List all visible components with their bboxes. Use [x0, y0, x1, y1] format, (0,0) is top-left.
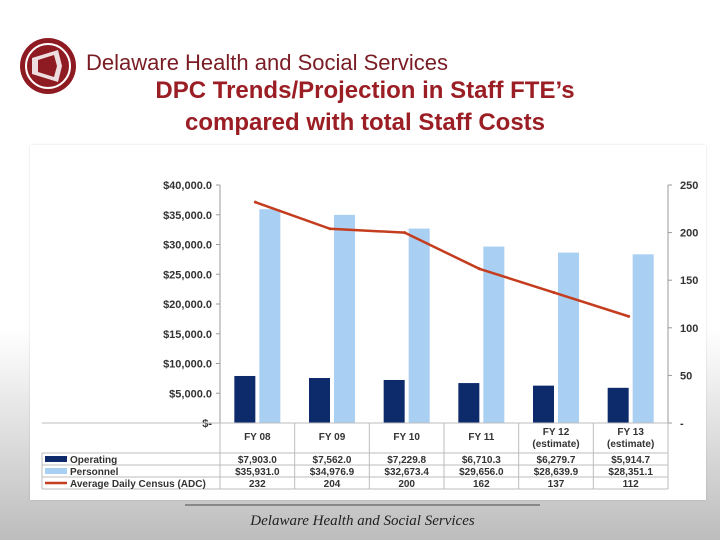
- x-category-label: FY 08: [244, 432, 271, 443]
- data-table-value: $28,351.1: [608, 467, 653, 478]
- point-adc: [552, 291, 556, 295]
- y-left-tick-label: $-: [202, 418, 212, 430]
- bar-operating: [607, 387, 629, 423]
- x-category-label: (estimate): [607, 439, 654, 450]
- x-category-label: FY 12: [543, 427, 570, 438]
- y-left-tick-label: $30,000.0: [163, 240, 212, 252]
- x-category-label: (estimate): [532, 439, 579, 450]
- point-adc: [328, 227, 332, 231]
- data-table-value: 137: [548, 479, 565, 490]
- line-adc: [254, 200, 630, 318]
- dhss-logo: [20, 38, 76, 94]
- y-left-tick-label: $35,000.0: [163, 210, 212, 222]
- point-adc: [403, 231, 407, 235]
- data-table-value: $29,656.0: [459, 467, 504, 478]
- data-table-value: 232: [249, 479, 266, 490]
- bar-personnel: [334, 214, 355, 423]
- data-table-value: $6,710.3: [462, 455, 501, 466]
- y-left-tick-label: $10,000.0: [163, 359, 212, 371]
- legend-label: Personnel: [70, 467, 119, 478]
- x-category-label: FY 11: [468, 432, 494, 443]
- y-left-tick-label: $5,000.0: [169, 388, 212, 400]
- bar-operating: [533, 385, 554, 423]
- bar-operating: [309, 378, 330, 423]
- y-right-tick-label: 200: [680, 228, 698, 240]
- data-table-value: $5,914.7: [611, 455, 650, 466]
- x-category-label: FY 10: [393, 432, 420, 443]
- legend-label: Average Daily Census (ADC): [70, 479, 206, 490]
- bar-operating: [458, 383, 480, 423]
- y-right-tick-label: 150: [680, 275, 698, 287]
- bar-personnel: [558, 252, 579, 423]
- data-table-value: $28,639.9: [534, 467, 579, 478]
- bar-personnel: [483, 246, 505, 423]
- slide-title-line-2: compared with total Staff Costs: [184, 109, 546, 136]
- org-name: Delaware Health and Social Services: [86, 50, 448, 75]
- data-table-value: 112: [623, 479, 640, 490]
- y-right-tick-label: 100: [680, 323, 698, 335]
- y-right-tick-label: 50: [680, 370, 692, 382]
- slide-title-line-1: DPC Trends/Projection in Staff FTE’s: [155, 77, 575, 104]
- data-table-value: 204: [324, 479, 341, 490]
- y-left-tick-label: $40,000.0: [163, 180, 212, 192]
- data-table-value: $7,562.0: [313, 455, 352, 466]
- footer-text: Delaware Health and Social Services: [250, 513, 475, 529]
- data-table-value: $7,903.0: [238, 455, 277, 466]
- point-adc: [253, 200, 257, 204]
- legend-key-personnel: [45, 468, 67, 474]
- data-table-value: $35,931.0: [235, 467, 280, 478]
- y-right-tick-label: -: [680, 418, 684, 430]
- y-left-tick-label: $15,000.0: [163, 329, 212, 341]
- chart-panel: $40,000.0 $35,000.0 $30,000.0 $25,000.0 $20,…: [30, 145, 706, 500]
- point-adc: [627, 314, 631, 318]
- data-table-value: 162: [473, 479, 490, 490]
- y-right-tick-label: 250: [680, 180, 698, 192]
- footer-divider: [185, 504, 540, 506]
- combo-chart: $40,000.0 $35,000.0 $30,000.0 $25,000.0 $20,…: [41, 180, 698, 490]
- bar-personnel: [408, 228, 430, 423]
- legend-key-operating: [45, 456, 67, 462]
- bar-operating: [383, 379, 405, 423]
- x-category-label: FY 13: [617, 427, 644, 438]
- bar-personnel: [632, 254, 654, 423]
- data-table-value: 200: [398, 479, 415, 490]
- x-category-label: FY 09: [319, 432, 346, 443]
- y-left-tick-label: $25,000.0: [163, 269, 212, 281]
- data-table-value: $7,229.8: [387, 455, 426, 466]
- bar-operating: [234, 375, 256, 423]
- data-table-value: $32,673.4: [384, 467, 429, 478]
- legend-label: Operating: [70, 455, 117, 466]
- point-adc: [477, 267, 481, 271]
- bar-personnel: [259, 209, 281, 423]
- y-left-tick-label: $20,000.0: [163, 299, 212, 311]
- data-table-value: $34,976.9: [310, 467, 355, 478]
- data-table-value: $6,279.7: [537, 455, 576, 466]
